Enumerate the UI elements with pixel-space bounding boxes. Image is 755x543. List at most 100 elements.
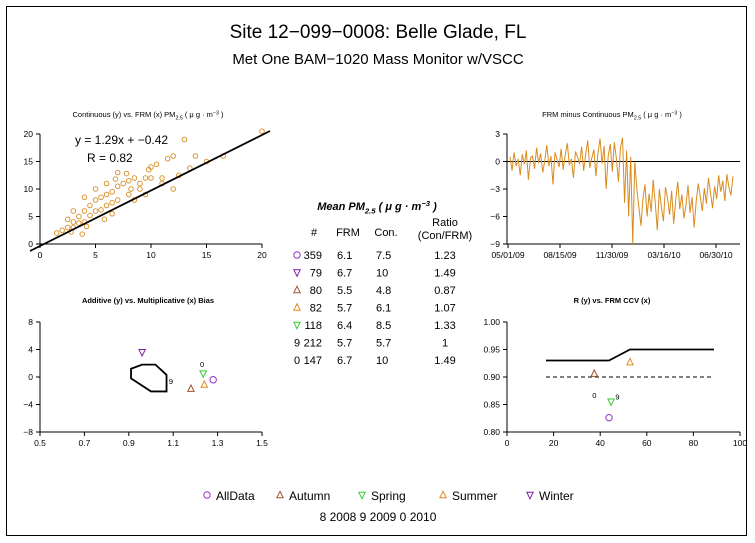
bias-point xyxy=(200,379,209,388)
r-value: R = 0.82 xyxy=(87,151,133,165)
data-point xyxy=(112,176,119,182)
row-frm: 6.7 xyxy=(337,355,352,367)
data-point xyxy=(81,208,88,214)
row-ratio: 1.07 xyxy=(434,303,455,315)
data-point xyxy=(109,199,115,206)
row-con: 4.8 xyxy=(376,285,391,297)
y-tick-label: 8 xyxy=(28,317,33,327)
x-tick-label: 15 xyxy=(202,250,212,260)
bias-label: 0 xyxy=(200,360,204,369)
data-point xyxy=(92,208,99,214)
bias-panel: Additive (y) vs. Multiplicative (x) Bias… xyxy=(23,296,268,448)
bias-point xyxy=(209,376,217,384)
y-tick-label: −9 xyxy=(490,239,500,249)
data-point xyxy=(126,191,132,198)
data-point xyxy=(76,220,82,226)
data-point xyxy=(148,175,154,181)
data-point xyxy=(114,197,121,203)
legend-label: Winter xyxy=(539,489,574,503)
y-tick-label: −3 xyxy=(490,184,500,194)
row-count: 212 xyxy=(304,338,322,350)
rccv-point xyxy=(590,368,599,377)
rccv-label: 0 xyxy=(592,391,596,400)
row-ratio: 0.87 xyxy=(434,285,455,297)
x-tick-label: 1.3 xyxy=(212,438,224,448)
row-con: 6.1 xyxy=(376,303,391,315)
row-con: 8.5 xyxy=(376,320,391,332)
data-point xyxy=(103,191,110,198)
x-tick-label: 40 xyxy=(595,438,605,448)
data-point xyxy=(120,180,126,187)
row-count: 80 xyxy=(310,285,322,297)
x-tick-label: 10 xyxy=(146,250,156,260)
row-con: 7.5 xyxy=(376,250,391,262)
data-point xyxy=(142,175,149,181)
x-tick-label: 1.1 xyxy=(167,438,179,448)
data-point xyxy=(92,197,99,203)
x-tick-label: 0 xyxy=(38,250,43,260)
y-tick-label: −4 xyxy=(23,400,33,410)
y-tick-label: 4 xyxy=(28,345,33,355)
legend-item: AllData xyxy=(203,489,255,503)
y-tick-label: 1.00 xyxy=(483,317,500,327)
row-count: 147 xyxy=(304,355,322,367)
table-row: 82 5.7 6.1 1.07 xyxy=(292,303,456,315)
y-tick-label: −6 xyxy=(490,212,500,222)
y-tick-label: 0.95 xyxy=(483,345,500,355)
rccv-point xyxy=(605,414,613,422)
data-point xyxy=(109,188,115,195)
x-tick-label: 06/30/10 xyxy=(699,250,732,260)
y-tick-label: 3 xyxy=(495,129,500,139)
data-point xyxy=(59,227,65,233)
data-point xyxy=(181,136,188,143)
mean-table: Mean PM2.5 ( μ g · m−3 ) # FRM Con. Ratio(Co… xyxy=(292,199,472,367)
bias-point xyxy=(138,349,147,358)
bias-label: 9 xyxy=(169,377,173,386)
data-point xyxy=(81,194,88,200)
difference-title: FRM minus Continuous PM2.5 ( μ g · m−3 ) xyxy=(542,110,682,121)
x-tick-label: 20 xyxy=(549,438,559,448)
r-threshold-line xyxy=(546,348,714,362)
table-header-frm: FRM xyxy=(336,227,360,239)
y-tick-label: 0.90 xyxy=(483,372,500,382)
data-point xyxy=(109,210,115,217)
table-header-count: # xyxy=(311,227,318,239)
scatter-title: Continuous (y) vs. FRM (x) PM2.5 ( μ g ·… xyxy=(73,110,224,121)
page-title: Site 12−099−0008: Belle Glade, FL xyxy=(230,22,527,43)
table-header-con: Con. xyxy=(374,227,397,239)
row-frm: 5.5 xyxy=(337,285,352,297)
data-point xyxy=(137,186,143,192)
row-ratio: 1 xyxy=(442,338,448,350)
row-count: 82 xyxy=(310,303,322,315)
x-tick-label: 0.9 xyxy=(123,438,135,448)
table-row: 79 6.7 10 1.49 xyxy=(292,268,456,280)
legend-marker xyxy=(275,490,285,499)
table-row: 118 6.4 8.5 1.33 xyxy=(292,320,456,332)
figure-frame xyxy=(6,6,747,536)
y-tick-label: 0.80 xyxy=(483,427,500,437)
x-tick-label: 80 xyxy=(689,438,699,448)
y-tick-label: 10 xyxy=(24,184,34,194)
x-tick-label: 60 xyxy=(642,438,652,448)
rccv-point xyxy=(625,357,635,366)
data-point xyxy=(123,170,130,177)
legend-years: 8 2008 9 2009 0 2010 xyxy=(320,510,437,524)
data-point xyxy=(76,213,82,220)
x-tick-label: 0.7 xyxy=(78,438,90,448)
data-point xyxy=(114,183,121,189)
table-row: 0 147 6.7 10 1.49 xyxy=(294,355,456,367)
data-point xyxy=(87,212,93,219)
row-con: 10 xyxy=(376,355,388,367)
legend-marker xyxy=(438,490,448,499)
table-row: 9 212 5.7 5.7 1 xyxy=(294,338,448,350)
data-point xyxy=(103,202,110,209)
data-point xyxy=(128,186,134,192)
data-point xyxy=(164,155,171,162)
x-tick-label: 0 xyxy=(505,438,510,448)
data-point xyxy=(159,175,165,181)
rccv-point xyxy=(607,398,616,407)
row-marker-label: 0 xyxy=(294,355,300,367)
data-point xyxy=(98,194,104,200)
row-marker xyxy=(293,251,301,259)
